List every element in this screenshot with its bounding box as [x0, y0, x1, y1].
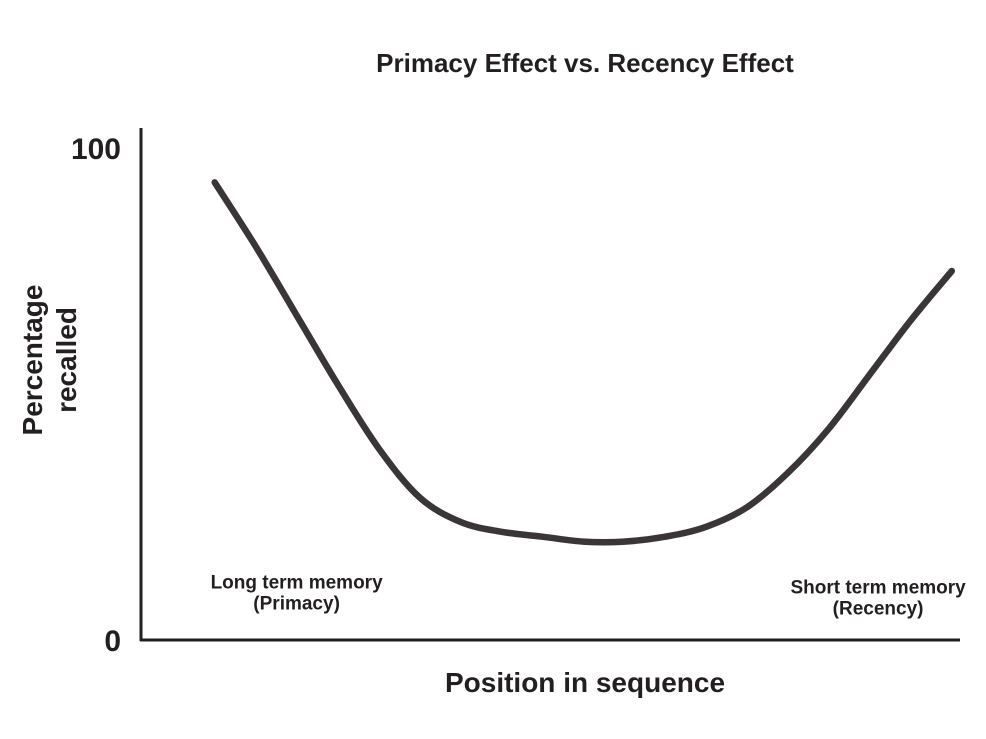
y-axis-label: Percentage recalled	[17, 285, 82, 436]
y-axis-label-line-2: recalled	[51, 307, 82, 413]
y-tick-label-0: 0	[104, 625, 121, 658]
recall-curve-line	[211, 179, 956, 546]
y-tick-label-100: 100	[71, 133, 121, 166]
y-tick-labels: 0 100	[71, 133, 121, 658]
chart-title: Primacy Effect vs. Recency Effect	[376, 48, 794, 78]
annotation-recency: Short term memory (Recency)	[790, 578, 966, 620]
y-axis-label-line-1: Percentage	[17, 285, 48, 436]
annotation-primacy: Long term memory (Primacy)	[211, 573, 384, 615]
annotations: Long term memory (Primacy) Short term memo…	[211, 573, 967, 620]
x-axis-label: Position in sequence	[445, 667, 725, 698]
